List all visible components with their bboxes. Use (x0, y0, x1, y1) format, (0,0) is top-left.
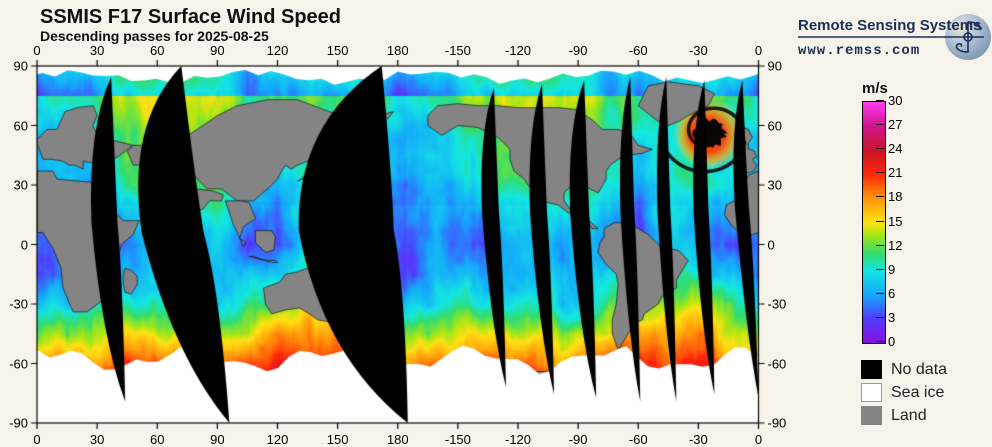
svg-text:Remote Sensing Systems: Remote Sensing Systems (798, 17, 981, 34)
svg-text:www.remss.com: www.remss.com (798, 43, 920, 59)
